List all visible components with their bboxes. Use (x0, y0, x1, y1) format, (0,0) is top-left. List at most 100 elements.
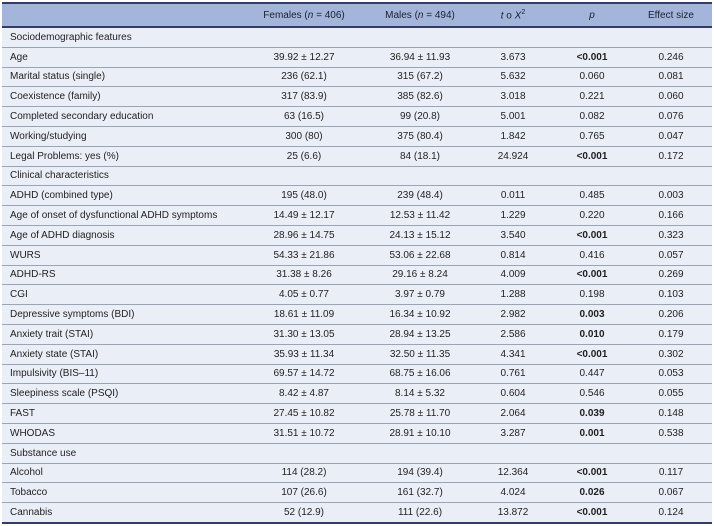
header-males-pre: Males ( (385, 9, 418, 21)
statistic-value: 13.872 (472, 502, 554, 523)
header-stat-exponent: 2 (521, 8, 526, 16)
females-value: 27.45 ± 10.82 (240, 403, 368, 424)
header-label-column (2, 3, 240, 28)
header-p-label: p (589, 9, 595, 21)
effect-size-value: 0.103 (630, 284, 712, 306)
males-value: 28.91 ± 10.10 (368, 423, 472, 444)
males-value: 16.34 ± 10.92 (368, 304, 472, 325)
table-row: WURS 54.33 ± 21.86 53.06 ± 22.68 0.814 0.416… (2, 245, 712, 266)
females-value: 28.96 ± 14.75 (240, 225, 368, 246)
effect-size-value: 0.323 (630, 225, 712, 246)
males-value: 84 (18.1) (368, 146, 472, 167)
table-row: Coexistence (family) 317 (83.9) 385 (82.6)… (2, 86, 712, 108)
females-value: 300 (80) (240, 126, 368, 147)
effect-size-value: 0.269 (630, 265, 712, 286)
row-label: Marital status (single) (2, 67, 240, 88)
males-value: 25.78 ± 11.70 (368, 403, 472, 424)
p-value: <0.001 (554, 344, 630, 365)
effect-size-value: 0.302 (630, 344, 712, 365)
statistic-value: 4.009 (472, 265, 554, 286)
statistic-value: 4.024 (472, 482, 554, 504)
table-row: Completed secondary education 63 (16.5) 99… (2, 106, 712, 127)
males-value: 28.94 ± 13.25 (368, 324, 472, 345)
effect-size-value: 0.148 (630, 403, 712, 424)
p-value: 0.082 (554, 106, 630, 127)
females-value: 31.30 ± 13.05 (240, 324, 368, 345)
females-value: 54.33 ± 21.86 (240, 245, 368, 266)
females-value: 63 (16.5) (240, 106, 368, 127)
statistic-value: 1.288 (472, 284, 554, 306)
table-row: Cannabis 52 (12.9) 111 (22.6) 13.872 <0.001 0… (2, 502, 712, 523)
row-label: Completed secondary education (2, 106, 240, 127)
effect-size-value: 0.117 (630, 463, 712, 484)
males-value: 385 (82.6) (368, 86, 472, 108)
table-body: Sociodemographic features Age 39.92 ± 12.2… (2, 27, 712, 523)
section-row: Substance use (2, 443, 712, 464)
table-row: WHODAS 31.51 ± 10.72 28.91 ± 10.10 3.287 0.0… (2, 423, 712, 444)
header-p: p (554, 3, 630, 28)
statistic-value: 24.924 (472, 146, 554, 167)
section-label: Clinical characteristics (2, 166, 712, 187)
row-label: Anxiety trait (STAI) (2, 324, 240, 345)
header-males: Males (n = 494) (368, 3, 472, 28)
p-value: <0.001 (554, 47, 630, 68)
header-row: Females (n = 406) Males (n = 494) t o X2… (2, 3, 712, 28)
row-label: Cannabis (2, 502, 240, 523)
females-value: 107 (26.6) (240, 482, 368, 504)
header-stat-t: t (500, 10, 504, 22)
table-row: Tobacco 107 (26.6) 161 (32.7) 4.024 0.026 0.0… (2, 482, 712, 504)
p-value: 0.198 (554, 284, 630, 306)
p-value: <0.001 (554, 146, 630, 167)
row-label: Age of onset of dysfunctional ADHD sympt… (2, 205, 240, 226)
p-value: <0.001 (554, 265, 630, 286)
males-value: 53.06 ± 22.68 (368, 245, 472, 266)
table-row: Sleepiness scale (PSQI) 8.42 ± 4.87 8.14 ±… (2, 383, 712, 405)
females-value: 31.38 ± 8.26 (240, 265, 368, 286)
p-value: 0.003 (554, 304, 630, 325)
females-value: 14.49 ± 12.17 (240, 205, 368, 226)
males-value: 315 (67.2) (368, 67, 472, 88)
effect-size-value: 0.055 (630, 383, 712, 405)
effect-size-value: 0.053 (630, 364, 712, 385)
females-value: 52 (12.9) (240, 502, 368, 523)
p-value: <0.001 (554, 502, 630, 523)
header-females-post: = 406) (313, 9, 345, 21)
table-row: Age of ADHD diagnosis 28.96 ± 14.75 24.13 … (2, 225, 712, 246)
males-value: 99 (20.8) (368, 106, 472, 127)
p-value: 0.546 (554, 383, 630, 405)
effect-size-value: 0.076 (630, 106, 712, 127)
section-row: Clinical characteristics (2, 166, 712, 187)
males-value: 12.53 ± 11.42 (368, 205, 472, 226)
table-row: CGI 4.05 ± 0.77 3.97 ± 0.79 1.288 0.198 0.103 (2, 284, 712, 306)
statistic-value: 4.341 (472, 344, 554, 365)
statistic-value: 2.586 (472, 324, 554, 345)
statistic-value: 0.761 (472, 364, 554, 385)
effect-size-value: 0.538 (630, 423, 712, 444)
p-value: 0.010 (554, 324, 630, 345)
section-row: Sociodemographic features (2, 27, 712, 48)
females-value: 31.51 ± 10.72 (240, 423, 368, 444)
header-effect-size: Effect size (630, 3, 712, 28)
row-label: Age (2, 47, 240, 68)
section-label: Substance use (2, 443, 712, 464)
males-value: 68.75 ± 16.06 (368, 364, 472, 385)
p-value: 0.447 (554, 364, 630, 385)
row-label: Age of ADHD diagnosis (2, 225, 240, 246)
row-label: WHODAS (2, 423, 240, 444)
males-value: 161 (32.7) (368, 482, 472, 504)
males-value: 3.97 ± 0.79 (368, 284, 472, 306)
row-label: ADHD-RS (2, 265, 240, 286)
males-value: 36.94 ± 11.93 (368, 47, 472, 68)
males-value: 24.13 ± 15.12 (368, 225, 472, 246)
table-header: Females (n = 406) Males (n = 494) t o X2… (2, 3, 712, 28)
p-value: 0.001 (554, 423, 630, 444)
females-value: 18.61 ± 11.09 (240, 304, 368, 325)
statistic-value: 3.018 (472, 86, 554, 108)
p-value: 0.060 (554, 67, 630, 88)
effect-size-value: 0.003 (630, 185, 712, 207)
males-value: 194 (39.4) (368, 463, 472, 484)
effect-size-value: 0.172 (630, 146, 712, 167)
p-value: 0.026 (554, 482, 630, 504)
females-value: 69.57 ± 14.72 (240, 364, 368, 385)
